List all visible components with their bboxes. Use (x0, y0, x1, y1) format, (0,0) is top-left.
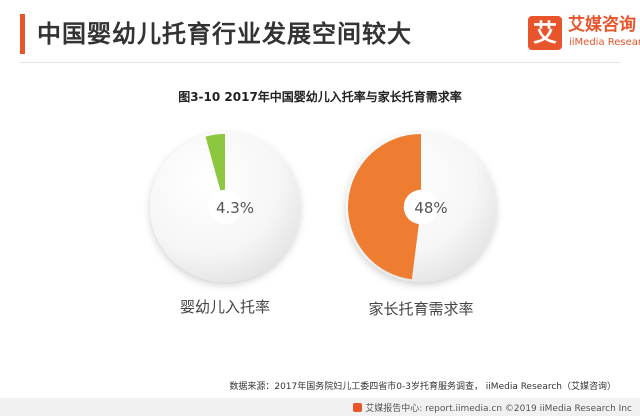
iimedia-logo: 艾 艾媒咨询 iiMedia Research (528, 13, 640, 53)
pie-1: 48% 家长托育需求率 (346, 132, 496, 318)
logo-mark-icon: 艾 (528, 16, 562, 50)
footer-text: 艾媒报告中心: report.iimedia.cn ©2019 iiMedia … (365, 404, 632, 414)
pie-value-label-0: 4.3% (216, 199, 254, 217)
footer-bar: 艾媒报告中心: report.iimedia.cn ©2019 iiMedia … (0, 398, 640, 416)
footer-text-wrap: 艾媒报告中心: report.iimedia.cn ©2019 iiMedia … (353, 401, 632, 414)
logo-name-cn: 艾媒咨询 (568, 15, 636, 35)
logo-name-en: iiMedia Research (569, 37, 640, 48)
page-title: 中国婴幼儿托育行业发展空间较大 (37, 20, 412, 48)
title-accent-bar (20, 14, 25, 54)
data-source: 数据来源：2017年国务院妇儿工委四省市0-3岁托育服务调查， iiMedia … (229, 382, 616, 392)
report-icon (353, 403, 363, 412)
pie-series-label-0: 婴幼儿入托率 (180, 298, 270, 316)
pie-series-label-1: 家长托育需求率 (368, 300, 473, 318)
pie-value-label-1: 48% (414, 199, 447, 217)
pie-center-0 (207, 189, 243, 225)
pie-0: 4.3% 婴幼儿入托率 (150, 132, 300, 316)
header-divider (20, 62, 620, 63)
chart-title: 图3-10 2017年中国婴幼儿入托率与家长托育需求率 (178, 90, 462, 104)
pie-center-1 (403, 189, 439, 225)
pie-slice-1 (347, 134, 421, 280)
pie-slice-0 (205, 134, 225, 207)
